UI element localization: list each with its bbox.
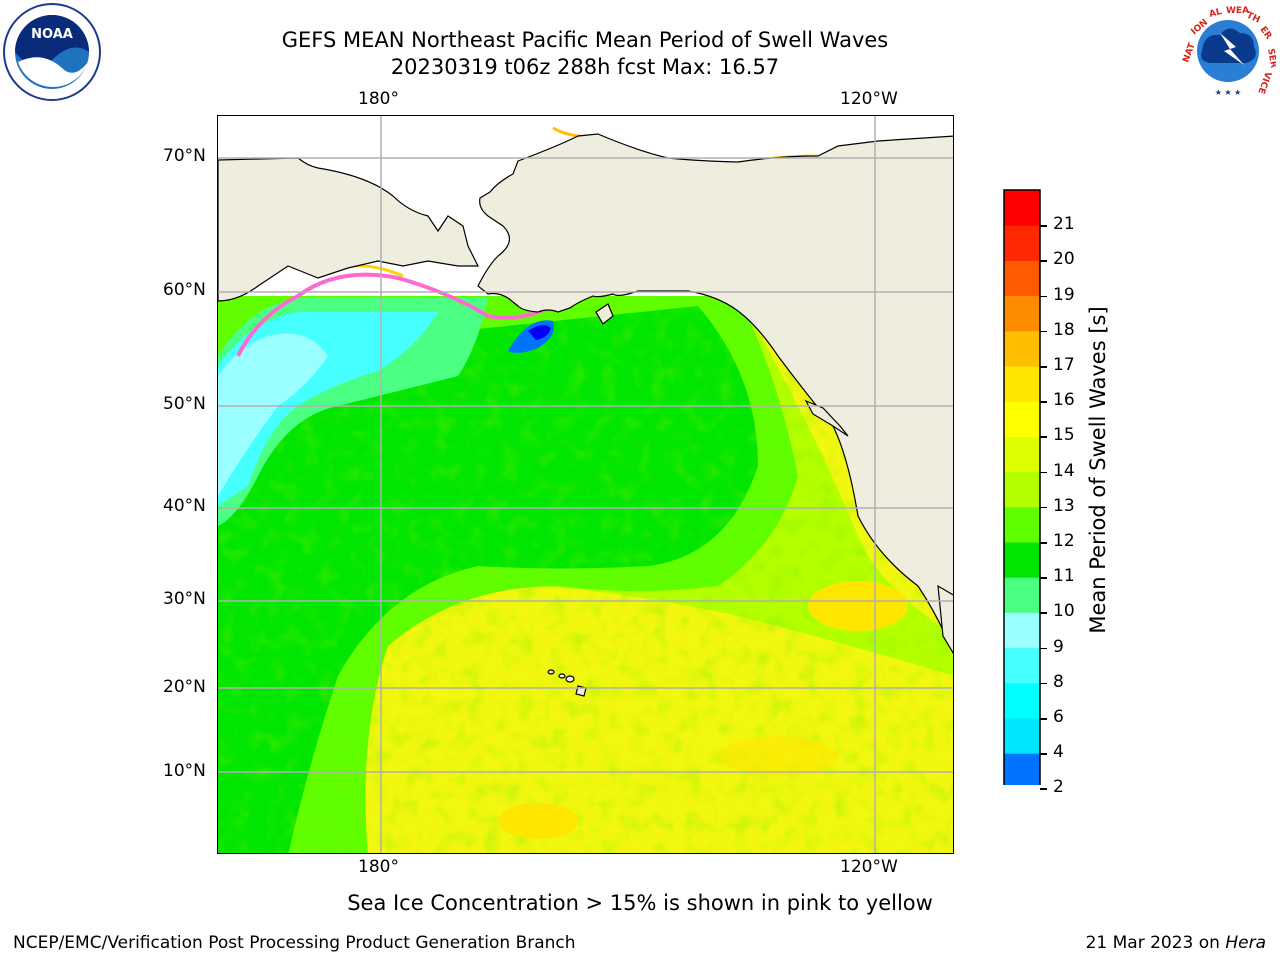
colorbar-tick-mark xyxy=(1040,718,1047,720)
colorbar-tick-label: 8 xyxy=(1053,671,1064,692)
colorbar-tick-mark xyxy=(1040,366,1047,368)
footer-credit: NCEP/EMC/Verification Post Processing Pr… xyxy=(13,933,576,953)
colorbar-tick-label: 17 xyxy=(1053,355,1075,375)
lon-label-top-180: 180° xyxy=(358,89,399,109)
colorbar-swatch xyxy=(1004,612,1040,649)
lon-label-bottom-120w: 120°W xyxy=(840,857,898,877)
svg-text:WEA: WEA xyxy=(1226,6,1249,16)
colorbar-tick-label: 15 xyxy=(1053,425,1075,446)
colorbar-swatch xyxy=(1004,542,1040,578)
colorbar-tick-label: 4 xyxy=(1053,742,1064,763)
colorbar-swatch xyxy=(1004,436,1040,473)
colorbar-tick-mark xyxy=(1040,436,1047,438)
footer-host: Hera xyxy=(1225,933,1266,953)
colorbar-swatch xyxy=(1004,401,1040,437)
colorbar-swatch xyxy=(1004,295,1040,332)
colorbar-tick-label: 13 xyxy=(1053,495,1075,516)
colorbar xyxy=(1003,189,1041,785)
figure-subtitle: 20230319 t06z 288h fcst Max: 16.57 xyxy=(390,55,780,79)
colorbar-tick-label: 9 xyxy=(1053,636,1064,657)
colorbar-tick-mark xyxy=(1040,401,1047,403)
colorbar-tick-mark xyxy=(1040,647,1047,650)
colorbar-swatch xyxy=(1004,471,1040,508)
footer-date: 21 Mar 2023 on Hera xyxy=(1086,933,1266,953)
colorbar-swatch xyxy=(1004,577,1040,613)
svg-text:AL: AL xyxy=(1208,7,1223,20)
colorbar-swatch xyxy=(1004,366,1040,402)
lon-label-bottom-180: 180° xyxy=(358,857,399,877)
svg-text:SER: SER xyxy=(1265,48,1276,69)
colorbar-tick-label: 6 xyxy=(1053,707,1064,727)
colorbar-swatch xyxy=(1004,647,1040,684)
colorbar-swatch xyxy=(1004,190,1040,226)
lon-label-top-120w: 120°W xyxy=(840,89,898,109)
nws-logo: NAT ION AL WEA TH ER SER VICE ★ ★ ★ xyxy=(1181,5,1276,97)
colorbar-tick-label: 14 xyxy=(1053,460,1075,481)
lat-label-70n: 70°N xyxy=(163,146,206,166)
colorbar-swatch xyxy=(1004,718,1040,754)
colorbar-tick-mark xyxy=(1040,260,1047,262)
graticule xyxy=(218,116,953,853)
colorbar-tick-mark xyxy=(1040,225,1047,227)
colorbar-tick-mark xyxy=(1040,788,1047,790)
lat-label-10n: 10°N xyxy=(163,761,206,781)
svg-text:★ ★ ★: ★ ★ ★ xyxy=(1215,88,1242,97)
colorbar-swatch xyxy=(1004,225,1040,261)
colorbar-tick-label: 19 xyxy=(1053,284,1075,305)
colorbar-tick-mark xyxy=(1040,612,1047,614)
colorbar-tick-label: 11 xyxy=(1053,566,1075,587)
lat-label-40n: 40°N xyxy=(163,496,206,516)
colorbar-tick-label: 2 xyxy=(1053,777,1064,798)
colorbar-title: Mean Period of Swell Waves [s] xyxy=(1086,306,1110,634)
colorbar-tick-mark xyxy=(1040,295,1047,298)
land xyxy=(218,133,953,697)
lat-label-60n: 60°N xyxy=(163,280,206,300)
colorbar-tick-label: 18 xyxy=(1053,319,1075,340)
colorbar-tick-label: 21 xyxy=(1053,214,1075,235)
colorbar-tick-mark xyxy=(1040,542,1047,544)
colorbar-swatch xyxy=(1004,330,1040,367)
map-panel xyxy=(217,115,954,854)
lat-label-30n: 30°N xyxy=(163,589,206,609)
colorbar-tick-mark xyxy=(1040,682,1047,685)
noaa-logo: NOAA xyxy=(3,3,101,101)
colorbar-swatch xyxy=(1004,260,1040,297)
colorbar-tick-mark xyxy=(1040,506,1047,509)
colorbar-tick-label: 12 xyxy=(1053,531,1075,551)
colorbar-tick-mark xyxy=(1040,753,1047,755)
colorbar-swatch xyxy=(1004,506,1040,543)
colorbar-tick-label: 16 xyxy=(1053,390,1075,411)
lat-label-20n: 20°N xyxy=(163,677,206,697)
lat-label-50n: 50°N xyxy=(163,394,206,414)
svg-text:NOAA: NOAA xyxy=(31,27,73,42)
colorbar-swatch xyxy=(1004,682,1040,719)
colorbar-tick-mark xyxy=(1040,471,1047,474)
sea-ice-note: Sea Ice Concentration > 15% is shown in … xyxy=(347,891,933,915)
colorbar-tick-mark xyxy=(1040,577,1047,579)
colorbar-tick-mark xyxy=(1040,330,1047,333)
colorbar-tick-label: 20 xyxy=(1053,249,1075,270)
colorbar-frame xyxy=(1003,189,1041,785)
figure-title: GEFS MEAN Northeast Pacific Mean Period … xyxy=(281,28,889,52)
colorbar-swatch xyxy=(1004,753,1040,785)
colorbar-tick-label: 10 xyxy=(1053,601,1075,622)
footer-date-text: 21 Mar 2023 on xyxy=(1085,933,1220,953)
swell-period-map xyxy=(218,116,953,853)
